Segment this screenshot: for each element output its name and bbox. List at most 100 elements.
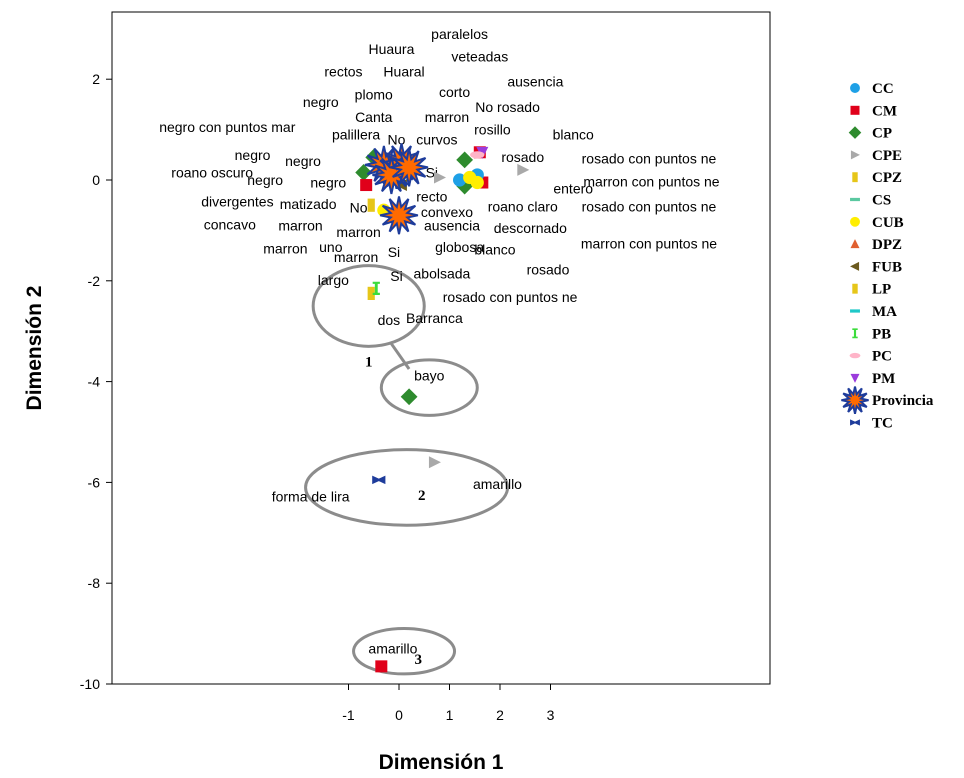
point-label: Canta <box>355 109 393 125</box>
point-label: blanco <box>474 242 515 258</box>
y-axis-title: Dimensión 2 <box>23 286 46 411</box>
point-label: marron <box>278 217 322 233</box>
x-tick-label: 3 <box>547 707 555 723</box>
point-label: Huaral <box>383 64 424 80</box>
point-label: bayo <box>414 368 445 384</box>
point-label: marron <box>334 249 378 265</box>
point-label: negro <box>303 94 339 110</box>
legend-marker-cpe <box>851 150 860 159</box>
point-label: amarillo <box>473 476 522 492</box>
data-point-cm <box>360 179 372 191</box>
point-label: paralelos <box>431 26 488 42</box>
point-label: marron <box>425 109 469 125</box>
point-label: marron con puntos ne <box>581 236 717 252</box>
legend: CC CM CP CPE CPZ CS CUB DPZ FUB LP MA PB PC PM Provinc… <box>841 81 933 432</box>
point-label: rosado con puntos ne <box>582 150 717 166</box>
point-label: rosillo <box>474 122 511 138</box>
legend-marker-cs <box>850 198 860 201</box>
point-label: curvos <box>416 132 457 148</box>
point-label: Huaura <box>368 41 414 57</box>
point-label: amarillo <box>368 641 417 657</box>
point-label: palillera <box>332 127 380 143</box>
point-label: roano oscuro <box>171 164 253 180</box>
point-label: negro <box>285 153 321 169</box>
legend-label-cp: CP <box>872 126 892 142</box>
legend-label-pc: PC <box>872 349 892 365</box>
legend-marker-pc <box>850 353 861 358</box>
legend-marker-provincia-core <box>851 396 859 404</box>
point-label: negro con puntos mar <box>159 119 296 135</box>
data-point-pc <box>470 151 484 158</box>
point-label: corto <box>439 84 470 100</box>
y-tick-label: -6 <box>88 474 101 490</box>
point-label: marron <box>263 241 307 257</box>
point-label: Si <box>390 268 402 284</box>
point-label: dos <box>378 312 401 328</box>
point-label: ausencia <box>424 217 480 233</box>
data-point-provincia-core <box>393 210 405 222</box>
point-label: negro <box>310 175 346 191</box>
point-label: forma de lira <box>272 489 350 505</box>
point-label: ausencia <box>507 74 563 90</box>
point-label: largo <box>318 272 349 288</box>
legend-marker-ma <box>850 309 860 312</box>
legend-marker-dpz <box>851 239 860 248</box>
y-tick-label: -10 <box>80 676 100 692</box>
y-tick-label: -2 <box>88 273 101 289</box>
legend-label-cc: CC <box>872 81 894 97</box>
data-point-cpz <box>368 199 375 212</box>
x-tick-label: 1 <box>446 707 454 723</box>
annotation-number: 2 <box>418 488 426 504</box>
point-label: marron con puntos ne <box>583 174 719 190</box>
point-label: rosado <box>527 262 570 278</box>
point-label: plomo <box>355 86 393 102</box>
point-label: negro <box>247 172 283 188</box>
legend-marker-cc <box>850 83 860 93</box>
point-label: rosado con puntos ne <box>443 289 578 305</box>
y-tick-label: -8 <box>88 575 101 591</box>
data-point-cm <box>375 660 387 672</box>
legend-label-cub: CUB <box>872 215 904 231</box>
legend-label-pm: PM <box>872 371 895 387</box>
point-label: descornado <box>494 220 567 236</box>
point-label: rosado con puntos ne <box>582 199 717 215</box>
point-label: No <box>388 132 406 148</box>
point-label: rectos <box>324 64 362 80</box>
legend-label-tc: TC <box>872 416 893 432</box>
point-label: concavo <box>204 216 256 232</box>
point-label: rosado <box>501 149 544 165</box>
legend-marker-lp <box>852 284 857 294</box>
x-tick-label: -1 <box>342 707 355 723</box>
legend-marker-cpz <box>852 172 857 182</box>
point-label: veteadas <box>451 49 508 65</box>
point-label: Barranca <box>406 310 463 326</box>
point-label: blanco <box>553 127 594 143</box>
legend-label-cpz: CPZ <box>872 170 902 186</box>
legend-marker-cm <box>851 106 860 115</box>
point-label: No rosado <box>475 99 540 115</box>
legend-marker-cp <box>849 126 862 139</box>
annotation-number: 1 <box>365 354 373 370</box>
data-point-provincia-core <box>403 162 415 174</box>
point-label: marron <box>336 224 380 240</box>
legend-label-ma: MA <box>872 304 897 320</box>
y-tick-label: -4 <box>88 374 101 390</box>
point-label: recto <box>416 189 447 205</box>
legend-marker-cub <box>850 217 860 227</box>
legend-label-provincia: Provincia <box>872 393 934 409</box>
legend-label-cs: CS <box>872 193 891 209</box>
point-label: negro <box>235 147 271 163</box>
legend-label-fub: FUB <box>872 259 902 275</box>
legend-label-dpz: DPZ <box>872 237 902 253</box>
legend-label-cpe: CPE <box>872 148 902 164</box>
point-label: divergentes <box>201 194 273 210</box>
point-label: abolsada <box>414 266 471 282</box>
legend-marker-pm <box>851 374 860 383</box>
y-tick-label: 2 <box>92 71 100 87</box>
legend-label-cm: CM <box>872 103 897 119</box>
x-tick-label: 0 <box>395 707 403 723</box>
x-tick-label: 2 <box>496 707 504 723</box>
point-label: matizado <box>280 196 337 212</box>
legend-label-lp: LP <box>872 282 891 298</box>
